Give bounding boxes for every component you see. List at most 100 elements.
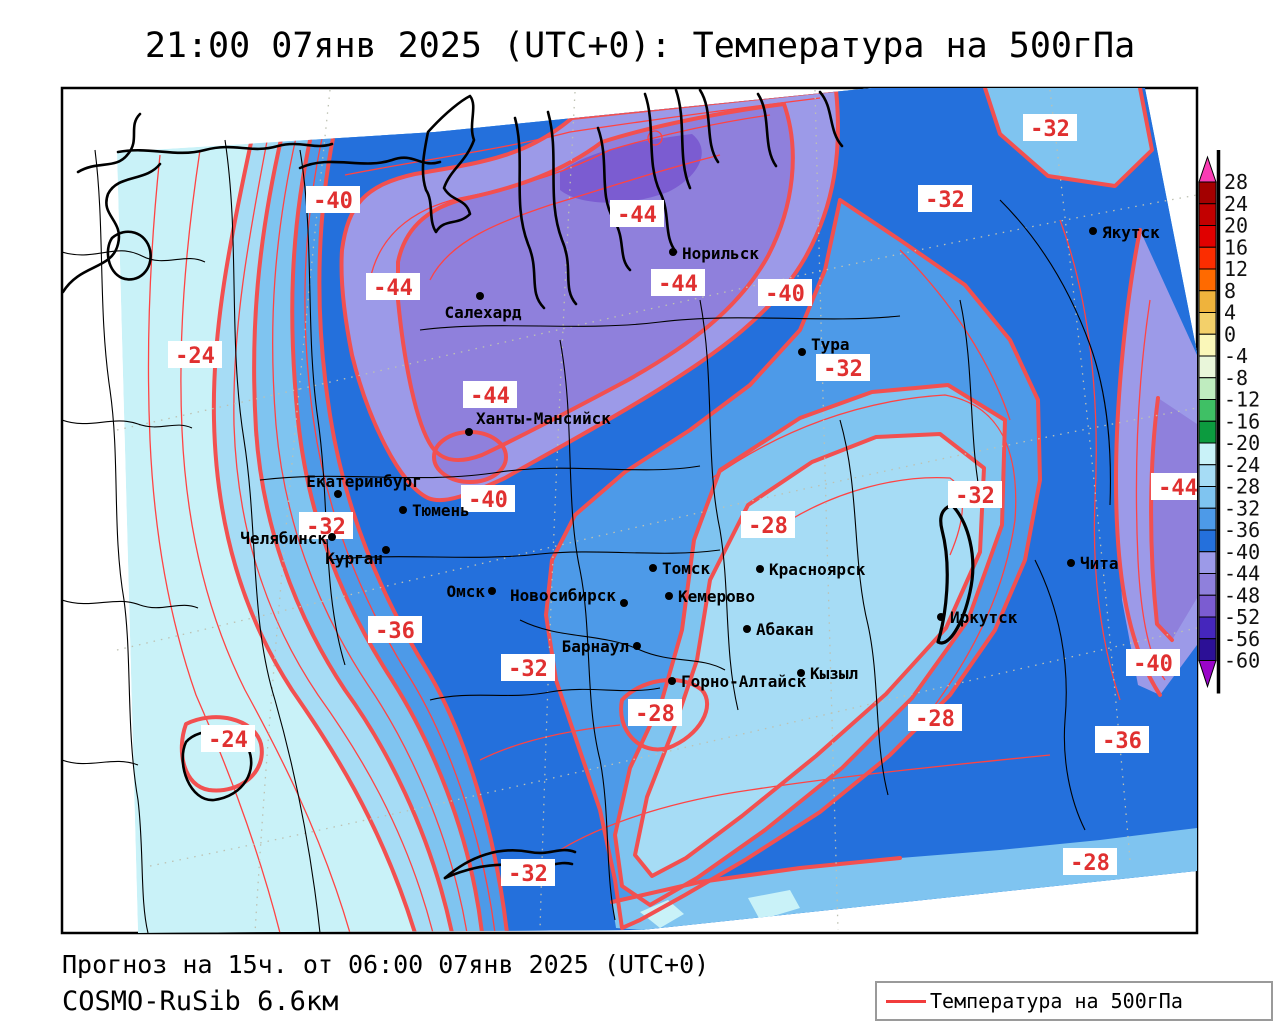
city-label: Абакан — [756, 620, 814, 639]
city-dot — [488, 587, 496, 595]
contour-label-box — [908, 704, 962, 731]
contour-label: -24 — [208, 728, 248, 753]
colorbar-box — [1198, 377, 1217, 400]
colorbar-tick-label: -8 — [1224, 366, 1248, 390]
colorbar-box — [1198, 551, 1217, 574]
city-label: Курган — [325, 549, 383, 568]
contour-label: -44 — [658, 272, 698, 297]
colorbar-tick-label: 4 — [1224, 301, 1236, 325]
contour-label-box — [168, 341, 222, 368]
contour-label-box — [1126, 649, 1180, 676]
colorbar-tick-label: 24 — [1224, 192, 1248, 216]
city-dot — [620, 599, 628, 607]
contour-label-box — [628, 699, 682, 726]
colorbar-tick-label: 28 — [1224, 170, 1248, 194]
city-label: Тюмень — [412, 501, 470, 520]
city-dot — [649, 564, 657, 572]
contour-label-box — [1063, 848, 1117, 875]
city-dot — [668, 677, 676, 685]
city-label: Якутск — [1102, 223, 1160, 242]
contour-label: -28 — [915, 707, 955, 732]
colorbar-box — [1198, 399, 1217, 422]
colorbar: 2824201612840-4-8-12-16-20-24-28-32-36-4… — [1198, 150, 1260, 694]
colorbar-tick-label: -44 — [1224, 562, 1260, 586]
temperature-contours — [147, 88, 1174, 933]
contour-label: -32 — [508, 657, 548, 682]
colorbar-below-arrow — [1198, 660, 1217, 689]
contour-label-box — [368, 616, 422, 643]
colorbar-tick-label: 16 — [1224, 235, 1248, 259]
legend-line-sample — [886, 999, 926, 1003]
forecast-info: Прогноз на 15ч. от 06:00 07янв 2025 (UTC… — [62, 950, 710, 979]
colorbar-box — [1198, 594, 1217, 618]
contour-label: -32 — [1030, 117, 1070, 142]
colorbar-box — [1198, 290, 1217, 313]
contour-label-box — [610, 200, 664, 227]
colorbar-above-arrow — [1198, 155, 1217, 183]
contour-label-box — [741, 511, 795, 538]
colorbar-tick-label: -60 — [1224, 649, 1260, 673]
contour-label: -36 — [1102, 729, 1142, 754]
city-dot — [476, 292, 484, 300]
city-label: Салехард — [444, 303, 521, 322]
colorbar-box — [1198, 333, 1217, 357]
colorbar-box — [1198, 638, 1217, 661]
city-dot — [669, 248, 677, 256]
city-label: Иркутск — [950, 608, 1018, 627]
map-title: 21:00 07янв 2025 (UTC+0): Температура на… — [144, 26, 1136, 66]
contour-labels: -40 -44 -44 -40 -32 -32 -44 -24 -32 -44 -44 -40 -32 -… — [168, 114, 1198, 887]
geography — [62, 88, 1112, 933]
city-label: Челябинск — [240, 529, 327, 548]
contour-label-box — [651, 269, 705, 296]
contour-label: -44 — [373, 276, 413, 301]
city-label: Красноярск — [769, 560, 866, 579]
city-dot — [382, 546, 390, 554]
city-dot — [665, 592, 673, 600]
contour-label: -28 — [1070, 851, 1110, 876]
contour-label: -40 — [765, 282, 805, 307]
colorbar-box — [1198, 616, 1217, 640]
city-label: Екатеринбург — [306, 472, 422, 491]
colorbar-tick-label: -56 — [1224, 627, 1260, 651]
contour-label: -40 — [313, 189, 353, 214]
colorbar-box — [1198, 486, 1217, 509]
contour-label-box — [1023, 114, 1077, 141]
colorbar-box — [1198, 573, 1217, 596]
contour-label: -24 — [175, 344, 215, 369]
colorbar-tick-label: 0 — [1224, 322, 1236, 346]
colorbar-box — [1198, 464, 1217, 487]
colorbar-tick-label: -16 — [1224, 409, 1260, 433]
city-dot — [465, 428, 473, 436]
contour-label-box — [501, 654, 555, 681]
colorbar-box — [1198, 420, 1217, 444]
city-label: Кызыл — [810, 664, 858, 683]
contour-label-box — [501, 859, 555, 886]
colorbar-tick-label: -4 — [1224, 344, 1248, 368]
graticule — [116, 89, 1197, 933]
city-dot — [1089, 227, 1097, 235]
contour-label-box — [366, 273, 420, 300]
city-dot — [334, 490, 342, 498]
city-markers: Норильск Салехард Тура Якутск Ханты-Мансийск… — [240, 223, 1160, 691]
colorbar-box — [1198, 268, 1217, 292]
city-label: Кемерово — [678, 587, 755, 606]
city-dot — [797, 669, 805, 677]
city-dot — [743, 625, 751, 633]
city-dot — [937, 613, 945, 621]
contour-label-box — [758, 279, 812, 306]
city-label: Новосибирск — [510, 586, 616, 605]
city-dot — [399, 506, 407, 514]
city-label: Горно-Алтайск — [681, 672, 807, 691]
colorbar-box — [1198, 507, 1217, 531]
contour-label-box — [306, 186, 360, 213]
city-dot — [328, 533, 336, 541]
contour-label: -36 — [375, 619, 415, 644]
contour-label: -32 — [306, 515, 346, 540]
city-label: Норильск — [682, 244, 759, 263]
colorbar-tick-label: -32 — [1224, 496, 1260, 520]
contour-label: -44 — [1158, 476, 1198, 501]
colorbar-tick-label: -52 — [1224, 605, 1260, 629]
city-dot — [1067, 559, 1075, 567]
city-dot — [633, 642, 641, 650]
